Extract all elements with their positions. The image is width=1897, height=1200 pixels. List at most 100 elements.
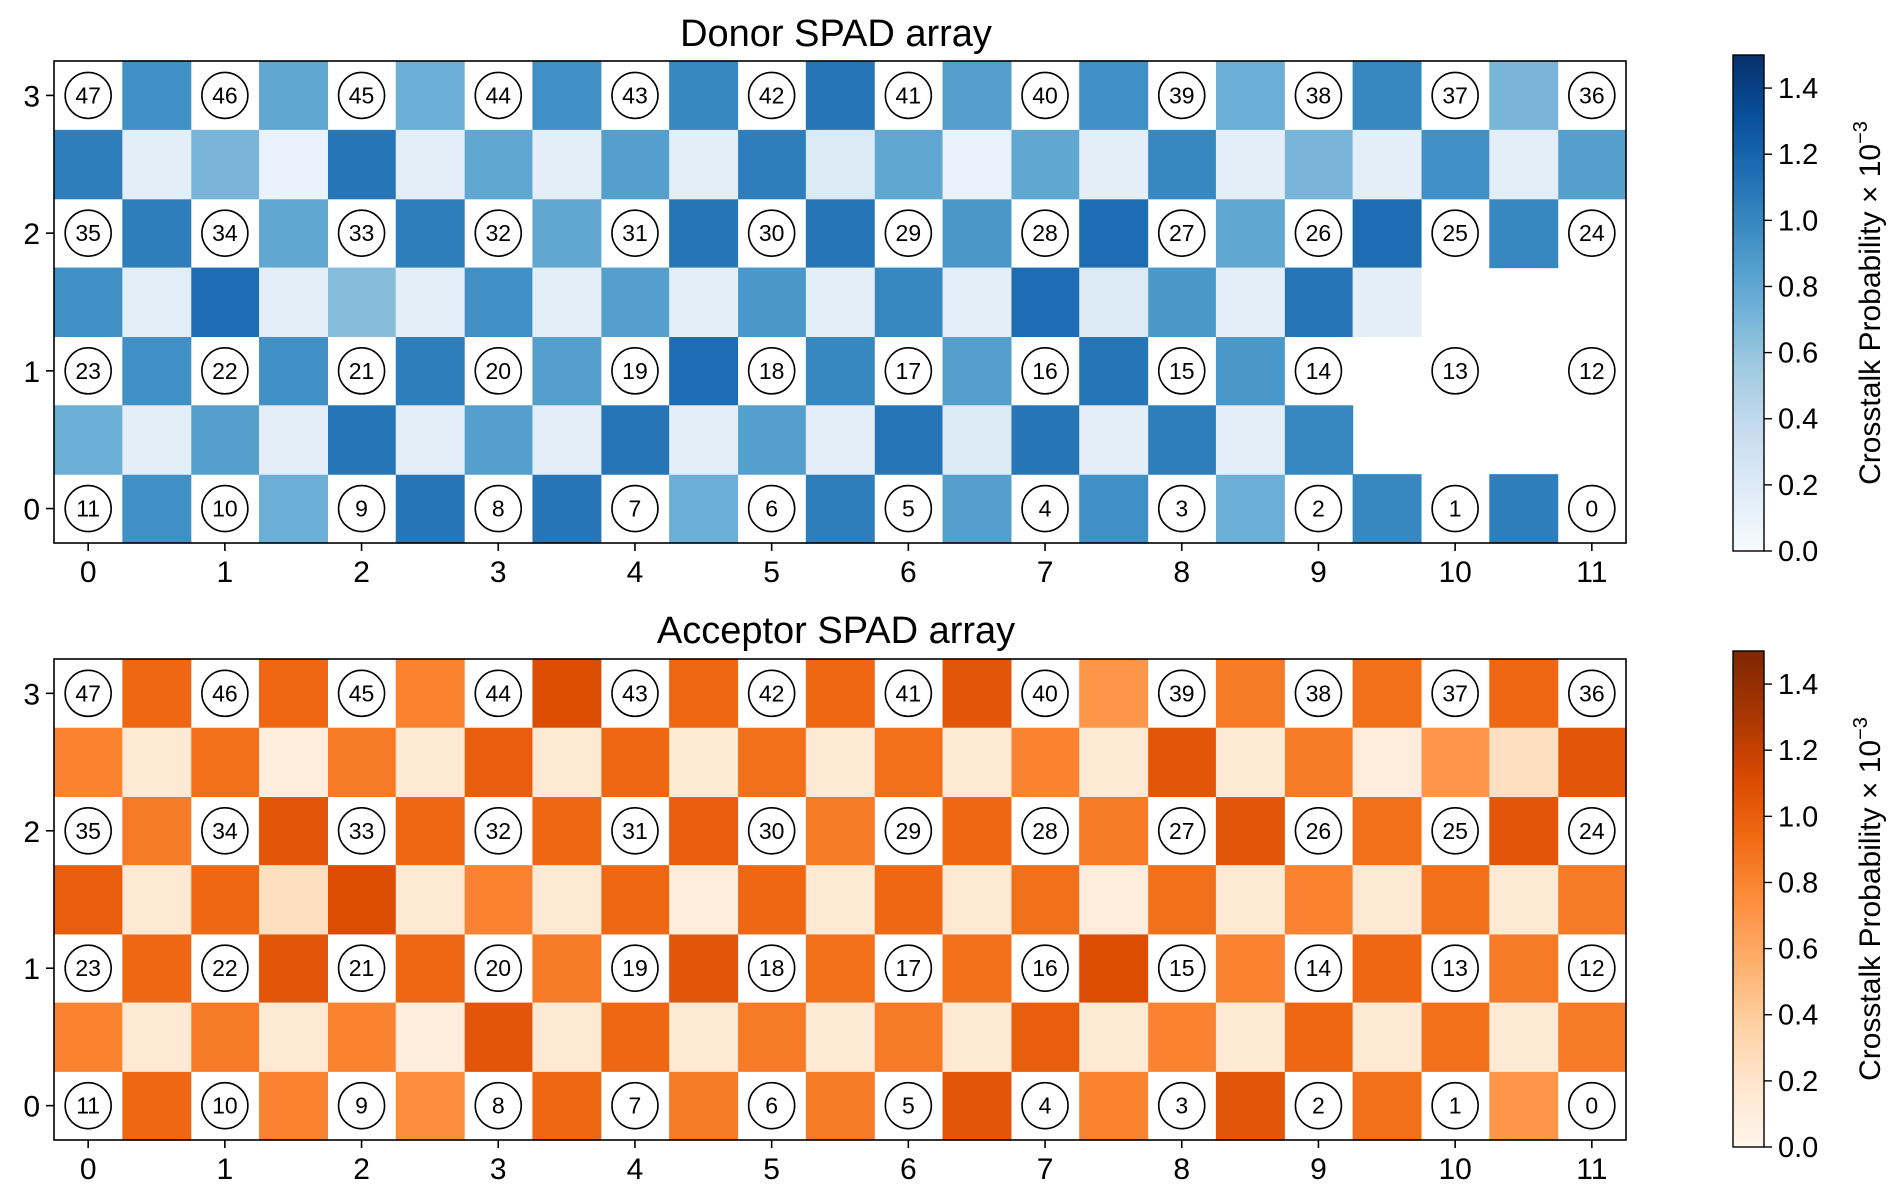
- pixel-id-label: 7: [629, 496, 642, 522]
- heatmap-cell-diagonal: [1352, 727, 1422, 798]
- heatmap-cell-horizontal: [942, 796, 1012, 866]
- pixel-id-label: 22: [212, 358, 238, 384]
- colorbar-tick-label: 0.4: [1778, 1000, 1818, 1032]
- heatmap-cell-horizontal: [805, 933, 875, 1004]
- colorbar-tick-label: 0.0: [1778, 536, 1818, 568]
- pixel-id-label: 33: [349, 220, 375, 246]
- heatmap-cell-horizontal: [1215, 933, 1285, 1004]
- heatmap-cell-diagonal: [1079, 865, 1149, 935]
- heatmap-cell-vertical: [1010, 129, 1080, 200]
- pixel-marker: [884, 806, 933, 855]
- pixel-marker: [337, 71, 386, 120]
- heatmap-cell-diagonal: [1352, 1002, 1422, 1072]
- pixel-id-label: 4: [1039, 496, 1052, 522]
- pixel-marker: [1294, 71, 1343, 120]
- pixel-marker: [201, 1081, 249, 1130]
- heatmap-cell-horizontal: [122, 1071, 192, 1141]
- pixel-marker: [64, 1081, 112, 1130]
- heatmap-cell-vertical: [327, 267, 397, 338]
- pixel-marker: [337, 347, 386, 395]
- pixel-id-label: 19: [622, 955, 648, 981]
- heatmap-cell-horizontal: [395, 61, 465, 131]
- heatmap-cell-diagonal: [669, 727, 739, 798]
- y-tick-label: 2: [23, 218, 40, 251]
- heatmap-cell-horizontal: [1215, 659, 1285, 729]
- x-tick-label: 6: [900, 556, 917, 589]
- pixel-marker: [1294, 347, 1343, 395]
- heatmap-cell-diagonal: [259, 727, 328, 798]
- pixel-marker: [64, 347, 112, 395]
- acceptor-heatmap-cells: [54, 659, 1627, 1141]
- heatmap-cell-horizontal: [805, 659, 875, 729]
- y-tick-label: 0: [23, 1091, 40, 1124]
- pixel-marker: [1294, 806, 1343, 855]
- pixel-id-label: 38: [1306, 680, 1332, 706]
- heatmap-cell-diagonal: [122, 727, 192, 798]
- pixel-id-label: 12: [1579, 955, 1605, 981]
- pixel-marker: [1157, 944, 1206, 993]
- pixel-marker: [474, 209, 523, 257]
- acceptor-colorbar-ticks: 0.0 0.2 0.4 0.6 0.8 1.0 1.2 1.4: [1764, 669, 1818, 1164]
- heatmap-cell-vertical: [54, 405, 123, 475]
- pixel-marker: [747, 944, 796, 993]
- pixel-marker: [337, 484, 386, 533]
- x-tick-label: 0: [80, 1153, 97, 1186]
- heatmap-cell-horizontal: [669, 933, 739, 1004]
- pixel-id-label: 45: [349, 82, 375, 108]
- pixel-marker: [1568, 944, 1616, 993]
- heatmap-cell-vertical: [1557, 865, 1627, 935]
- pixel-marker: [1021, 484, 1069, 533]
- heatmap-cell-diagonal: [669, 865, 739, 935]
- heatmap-cell-horizontal: [1489, 659, 1559, 729]
- pixel-marker: [474, 484, 523, 533]
- colorbar-tick-label: 1.2: [1778, 735, 1818, 767]
- heatmap-cell-vertical: [1420, 865, 1490, 935]
- pixel-marker: [1568, 806, 1616, 855]
- pixel-id-label: 3: [1175, 496, 1188, 522]
- heatmap-cell-horizontal: [1215, 474, 1285, 544]
- heatmap-cell-horizontal: [532, 198, 602, 269]
- heatmap-cell-vertical: [737, 267, 807, 338]
- pixel-marker: [884, 71, 933, 120]
- pixel-marker: [1021, 669, 1069, 718]
- heatmap-cell-diagonal: [1215, 865, 1285, 935]
- x-tick-label: 7: [1037, 1153, 1054, 1186]
- x-tick-label: 9: [1310, 556, 1327, 589]
- pixel-id-label: 10: [212, 496, 238, 522]
- heatmap-cell-horizontal: [395, 474, 465, 544]
- heatmap-cell-horizontal: [122, 474, 192, 544]
- pixel-marker: [201, 71, 249, 120]
- heatmap-cell-diagonal: [805, 267, 875, 338]
- y-tick-label: 1: [23, 953, 40, 986]
- heatmap-cell-diagonal: [1079, 727, 1149, 798]
- pixel-id-label: 16: [1032, 955, 1058, 981]
- pixel-id-label: 14: [1306, 358, 1332, 384]
- heatmap-cell-vertical: [54, 129, 123, 200]
- heatmap-cell-diagonal: [259, 865, 328, 935]
- pixel-marker: [1157, 347, 1206, 395]
- pixel-id-label: 23: [75, 358, 101, 384]
- heatmap-cell-diagonal: [532, 405, 602, 475]
- heatmap-cell-diagonal: [395, 129, 465, 200]
- pixel-id-label: 40: [1032, 680, 1058, 706]
- pixel-marker: [1021, 944, 1069, 993]
- heatmap-cell-horizontal: [1079, 1071, 1149, 1141]
- heatmap-cell-diagonal: [669, 129, 739, 200]
- heatmap-cell-vertical: [737, 405, 807, 475]
- pixel-marker: [64, 71, 112, 120]
- pixel-marker: [747, 669, 796, 718]
- pixel-id-label: 9: [355, 496, 368, 522]
- heatmap-cell-horizontal: [122, 796, 192, 866]
- heatmap-cell-horizontal: [532, 933, 602, 1004]
- pixel-marker: [884, 209, 933, 257]
- heatmap-cell-horizontal: [1079, 659, 1149, 729]
- x-tick-label: 11: [1576, 556, 1607, 589]
- pixel-id-label: 24: [1579, 818, 1605, 844]
- heatmap-cell-diagonal: [805, 129, 875, 200]
- pixel-id-label: 46: [212, 82, 238, 108]
- pixel-id-label: 32: [485, 818, 511, 844]
- colorbar-tick-label: 1.4: [1778, 669, 1818, 701]
- heatmap-cell-vertical: [1420, 1002, 1490, 1072]
- pixel-marker: [1157, 1081, 1206, 1130]
- heatmap-cell-vertical: [874, 865, 944, 935]
